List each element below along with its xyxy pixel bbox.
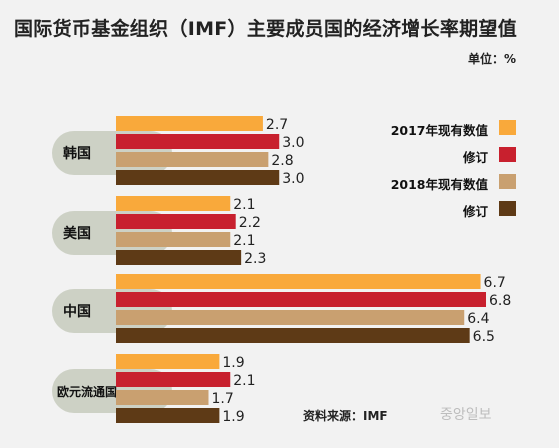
category-label: 中国	[63, 303, 91, 320]
bar-2018-revised	[116, 250, 242, 265]
bar-2017-revised	[116, 372, 231, 387]
legend-item-2017-revised: 修订	[376, 143, 516, 169]
value-label: 2.1	[233, 233, 255, 249]
legend-swatch-2017	[499, 120, 516, 135]
category-label: 欧元流通国	[57, 384, 117, 399]
bar-2018	[116, 232, 231, 247]
legend-item-2018-revised: 修订	[376, 197, 516, 223]
value-label: 2.1	[233, 197, 255, 213]
legend-swatch-2017-revised	[499, 147, 516, 162]
value-label: 2.8	[271, 153, 293, 169]
bar-2017-revised	[116, 214, 236, 229]
value-label: 1.9	[222, 355, 244, 371]
category-label: 美国	[63, 225, 91, 242]
bar-2018	[116, 390, 209, 405]
legend-swatch-2018	[499, 174, 516, 189]
legend-item-2017: 2017年现有数值	[376, 116, 516, 142]
legend: 2017年现有数值 修订 2018年现有数值 修订	[376, 116, 516, 224]
legend-label-2018-revised: 修订	[462, 204, 488, 219]
legend-swatch-2018-revised	[499, 201, 516, 216]
legend-label-2017-revised: 修订	[462, 150, 488, 165]
value-label: 2.7	[266, 117, 288, 133]
bar-2017	[116, 274, 481, 289]
legend-label-2017: 2017年现有数值	[390, 123, 488, 138]
value-label: 3.0	[282, 171, 304, 187]
bar-2018	[116, 310, 465, 325]
value-label: 1.9	[222, 409, 244, 425]
chart-title: 国际货币基金组织（IMF）主要成员国的经济增长率期望值	[14, 18, 518, 40]
category-label: 韩国	[63, 145, 91, 162]
bar-2017-revised	[116, 292, 486, 307]
value-label: 6.8	[489, 293, 511, 309]
bar-2017	[116, 354, 220, 369]
value-label: 1.7	[212, 391, 234, 407]
bar-2017	[116, 116, 263, 131]
unit-label: 单位：%	[468, 52, 517, 66]
value-label: 3.0	[282, 135, 304, 151]
bar-2017	[116, 196, 231, 211]
bar-2017-revised	[116, 134, 280, 149]
value-label: 6.7	[484, 275, 506, 291]
value-label: 2.2	[239, 215, 261, 231]
value-label: 2.1	[233, 373, 255, 389]
value-label: 6.5	[473, 329, 495, 345]
bar-2018-revised	[116, 328, 470, 343]
watermark-logo: 중앙일보	[440, 407, 492, 423]
legend-item-2018: 2018年现有数值	[376, 170, 516, 196]
legend-label-2018: 2018年现有数值	[390, 177, 488, 192]
value-label: 6.4	[467, 311, 489, 327]
value-label: 2.3	[244, 251, 266, 267]
bar-2018-revised	[116, 408, 220, 423]
source-note: 资料来源：IMF	[303, 409, 388, 423]
bar-2018	[116, 152, 269, 167]
bar-2018-revised	[116, 170, 280, 185]
